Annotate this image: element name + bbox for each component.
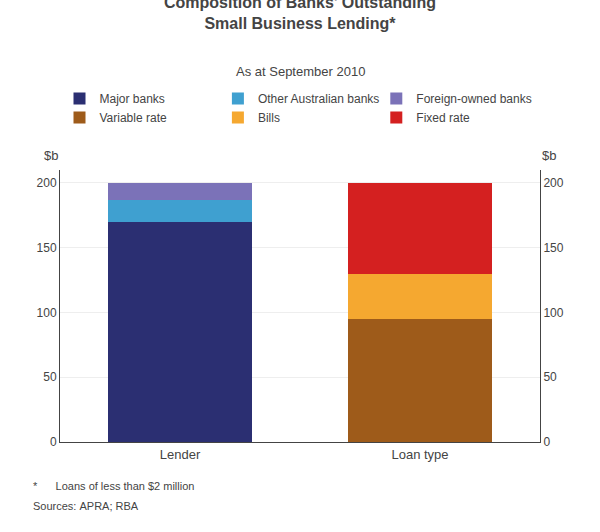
svg-text:50: 50: [543, 370, 557, 384]
svg-text:Fixed rate: Fixed rate: [416, 111, 470, 125]
svg-text:100: 100: [37, 306, 57, 320]
svg-text:100: 100: [543, 306, 563, 320]
svg-text:$b: $b: [44, 148, 58, 163]
svg-text:Major banks: Major banks: [100, 92, 165, 106]
svg-text:Composition of Banks’ Outstand: Composition of Banks’ OutstandingSmall B…: [164, 0, 436, 32]
svg-text:Foreign-owned banks: Foreign-owned banks: [416, 92, 531, 106]
svg-text:Sources: APRA; RBA: Sources: APRA; RBA: [33, 500, 139, 512]
svg-text:Loan type: Loan type: [391, 447, 448, 462]
svg-text:50: 50: [43, 370, 57, 384]
svg-text:$b: $b: [542, 148, 556, 163]
svg-text:Variable rate: Variable rate: [100, 111, 167, 125]
svg-text:Bills: Bills: [258, 111, 280, 125]
svg-text:150: 150: [37, 241, 57, 255]
svg-text:Other Australian banks: Other Australian banks: [258, 92, 379, 106]
svg-text:200: 200: [543, 176, 563, 190]
svg-text:As at September 2010: As at September 2010: [236, 64, 365, 79]
svg-text:Lender: Lender: [160, 447, 201, 462]
svg-text:* Loans of less than $2 m: * Loans of less than $2 million: [33, 480, 194, 492]
svg-text:0: 0: [50, 435, 57, 449]
svg-text:150: 150: [543, 241, 563, 255]
svg-text:200: 200: [37, 176, 57, 190]
svg-text:0: 0: [543, 435, 550, 449]
